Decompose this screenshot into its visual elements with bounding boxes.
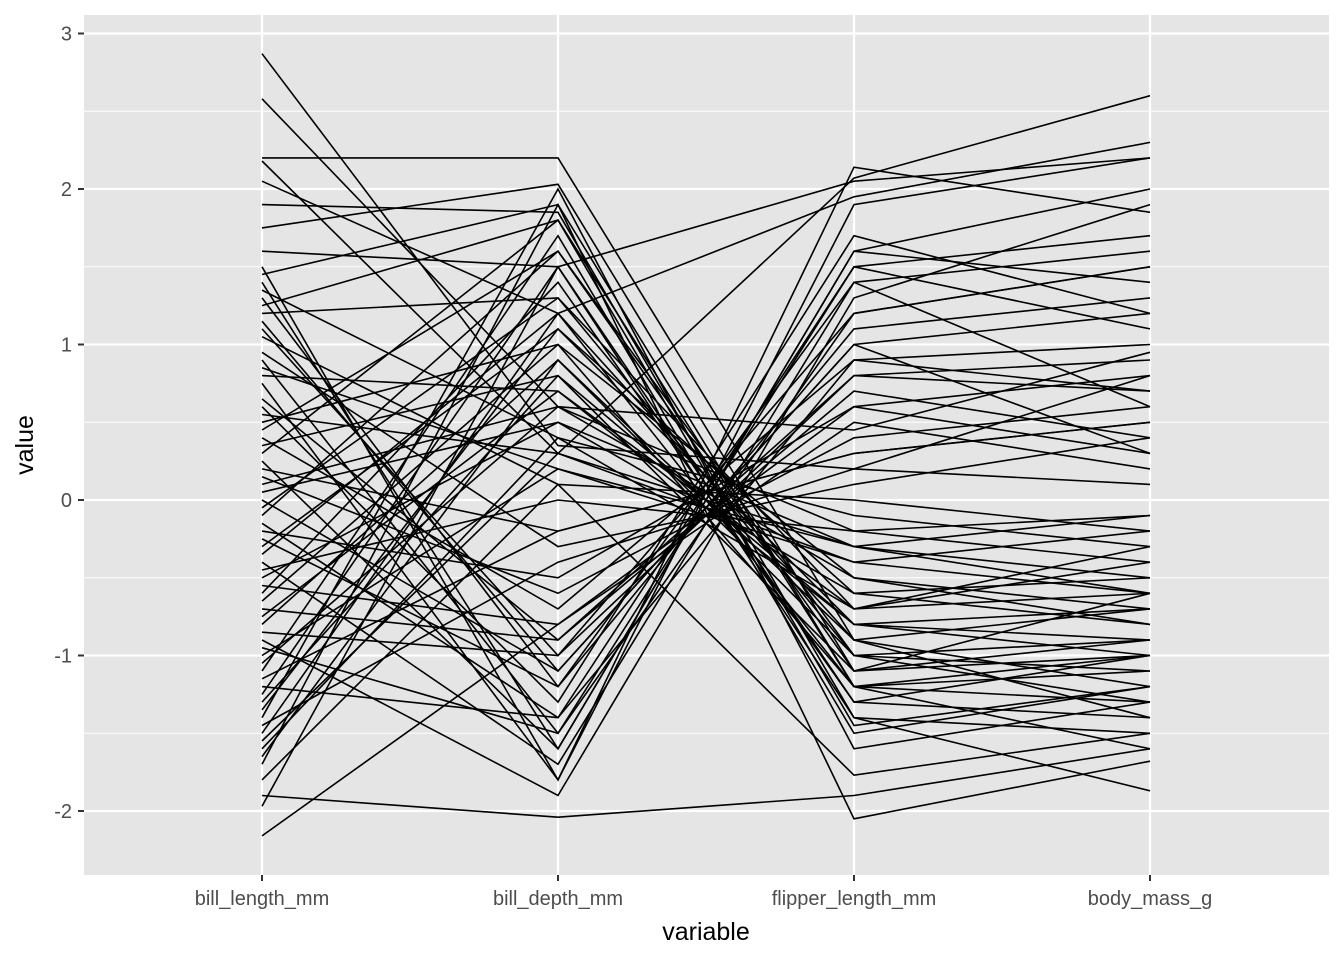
y-axis: -2 -1 0 1 2 3	[54, 24, 84, 823]
series-lines	[261, 53, 1151, 837]
series-line-64	[261, 390, 1151, 618]
series-line-56	[261, 265, 1151, 719]
x-tick-label: flipper_length_mm	[772, 888, 937, 910]
y-tick-label: -2	[54, 801, 72, 823]
y-axis-title: value	[11, 415, 39, 475]
y-tick-label: 1	[61, 335, 72, 357]
x-tick-label: bill_depth_mm	[493, 888, 623, 910]
series-line-40	[261, 748, 1151, 819]
series-line-7	[261, 157, 1151, 268]
x-tick-label: bill_length_mm	[195, 888, 330, 910]
series-line-38	[261, 202, 1151, 820]
x-axis: bill_length_mm bill_depth_mm flipper_lengt…	[195, 875, 1213, 910]
series-line-35	[261, 187, 1151, 750]
series-line-3	[261, 94, 1151, 455]
series-line-68	[261, 250, 1151, 672]
series-line-30	[261, 203, 1151, 797]
y-tick-label: 0	[61, 490, 72, 512]
series-line-70	[261, 327, 1151, 711]
series-line-69	[261, 421, 1151, 680]
x-axis-title: variable	[662, 918, 750, 946]
y-tick-label: 3	[61, 24, 72, 46]
series-line-33	[261, 359, 1151, 719]
series-line-44	[261, 219, 1151, 727]
x-tick-label: body_mass_g	[1088, 888, 1213, 910]
series-line-65	[261, 266, 1151, 735]
y-tick-label: -1	[54, 646, 72, 668]
series-line-74	[261, 367, 1151, 548]
y-tick-label: 2	[61, 179, 72, 201]
series-line-72	[261, 203, 1151, 703]
